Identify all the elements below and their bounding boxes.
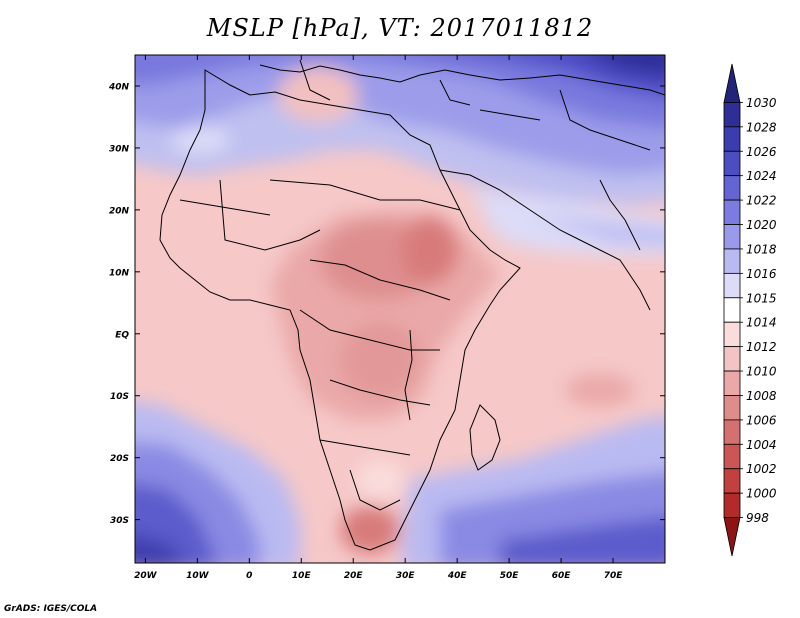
colorbar-swatch xyxy=(723,492,741,518)
colorbar-swatch xyxy=(723,150,741,177)
colorbar-label: 1012 xyxy=(746,340,777,354)
plot-frame xyxy=(134,54,666,564)
colorbar-label: 998 xyxy=(746,511,769,525)
colorbar-label: 1028 xyxy=(746,120,777,134)
lon-tick-label: 70E xyxy=(604,571,624,581)
lon-tick-label: 20W xyxy=(134,571,158,581)
lat-tick-label: 10N xyxy=(109,268,130,278)
colorbar-swatch xyxy=(723,297,741,323)
colorbar-swatch xyxy=(723,443,741,470)
colorbar-swatch xyxy=(723,321,741,348)
colorbar-swatch xyxy=(723,370,741,396)
colorbar-label: 1024 xyxy=(746,169,777,183)
colorbar-arrow-bottom xyxy=(723,517,741,557)
colorbar-label: 1015 xyxy=(746,291,777,305)
latitude-axis: 40N 30N 20N 10N EQ 10S 20S 30S xyxy=(108,82,665,526)
colorbar-label: 1008 xyxy=(746,389,777,403)
colorbar-swatch xyxy=(723,126,741,152)
colorbar-label: 1030 xyxy=(746,96,777,110)
colorbar-swatch xyxy=(723,419,741,445)
lon-tick-label: 10W xyxy=(186,571,210,581)
lon-tick-label: 40E xyxy=(447,571,468,581)
lat-tick-label: 20N xyxy=(109,206,130,216)
colorbar-label: 1016 xyxy=(746,267,777,281)
lat-tick-label: 10S xyxy=(110,392,129,402)
lon-tick-label: 50E xyxy=(500,571,520,581)
lon-tick-label: 30E xyxy=(396,571,416,581)
colorbar-label: 1018 xyxy=(746,242,777,256)
lon-tick-label: 10E xyxy=(292,571,312,581)
colorbar-swatch xyxy=(723,248,741,274)
colorbar: 1030 1028 1026 1024 1022 1020 1018 1016 1015 1014… xyxy=(723,63,777,557)
colorbar-label: 1020 xyxy=(746,218,777,232)
pressure-field xyxy=(135,55,665,563)
colorbar-label: 1014 xyxy=(746,316,777,330)
lat-tick-label: 20S xyxy=(110,454,129,464)
map-title: MSLP [hPa], VT: 2017011812 xyxy=(206,14,594,42)
colorbar-swatch xyxy=(723,395,741,421)
lat-tick-label: 40N xyxy=(108,82,130,92)
lat-tick-label: 30N xyxy=(109,144,130,154)
colorbar-label: 1026 xyxy=(746,145,777,159)
lon-tick-label: 0 xyxy=(246,571,252,581)
grads-credit: GrADS: IGES/COLA xyxy=(4,604,98,614)
colorbar-label: 1022 xyxy=(746,194,777,208)
lat-tick-label: EQ xyxy=(115,330,129,340)
colorbar-swatch xyxy=(723,224,741,250)
longitude-axis: 20W 10W 0 10E 20E 30E 40E 50E 60E 70E xyxy=(134,55,623,581)
colorbar-swatch xyxy=(723,175,741,201)
colorbar-label: 1010 xyxy=(746,365,777,379)
colorbar-label: 1006 xyxy=(746,413,777,427)
colorbar-arrow-top xyxy=(723,63,741,103)
colorbar-swatch xyxy=(723,199,741,225)
lon-tick-label: 60E xyxy=(552,571,572,581)
lat-tick-label: 30S xyxy=(110,516,129,526)
colorbar-label: 1004 xyxy=(746,438,777,452)
colorbar-swatch xyxy=(723,346,741,372)
colorbar-swatch xyxy=(723,272,741,299)
coastlines xyxy=(159,59,665,551)
colorbar-label: 1002 xyxy=(746,462,777,476)
colorbar-swatch xyxy=(723,468,741,494)
colorbar-swatch xyxy=(723,102,741,128)
colorbar-label: 1000 xyxy=(746,487,777,501)
lon-tick-label: 20E xyxy=(344,571,364,581)
